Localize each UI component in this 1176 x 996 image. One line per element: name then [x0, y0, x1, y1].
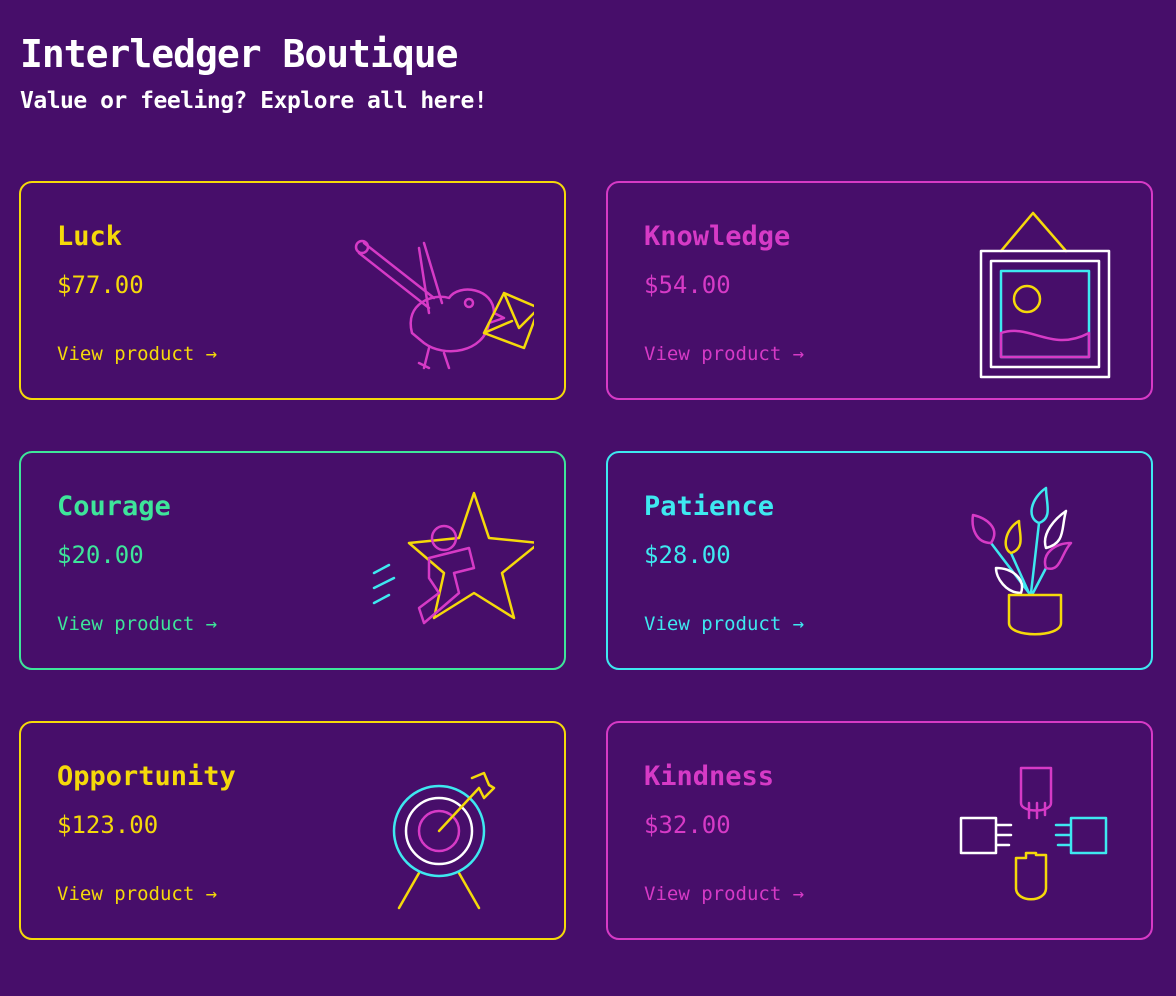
product-price: $123.00: [57, 811, 159, 839]
product-price: $20.00: [57, 541, 144, 569]
view-product-link[interactable]: View product →: [57, 883, 218, 905]
view-product-link[interactable]: View product →: [644, 343, 805, 365]
product-price: $77.00: [57, 271, 144, 299]
target-arrow-icon: [392, 771, 496, 910]
page-subtitle: Value or feeling? Explore all here!: [20, 88, 488, 114]
view-product-link[interactable]: View product →: [644, 883, 805, 905]
product-card-kindness[interactable]: Kindness $32.00 View product →: [606, 721, 1153, 940]
product-name: Courage: [57, 491, 171, 522]
running-star-icon: [372, 491, 534, 625]
product-name: Patience: [644, 491, 775, 522]
product-price: $54.00: [644, 271, 731, 299]
framed-picture-icon: [979, 211, 1111, 379]
joined-hands-icon: [959, 766, 1108, 901]
product-card-luck[interactable]: Luck $77.00 View product →: [19, 181, 566, 400]
product-card-opportunity[interactable]: Opportunity $123.00 View product →: [19, 721, 566, 940]
product-name: Opportunity: [57, 761, 236, 792]
product-card-courage[interactable]: Courage $20.00 View product →: [19, 451, 566, 670]
product-name: Kindness: [644, 761, 775, 792]
product-name: Knowledge: [644, 221, 791, 252]
view-product-link[interactable]: View product →: [57, 343, 218, 365]
product-price: $32.00: [644, 811, 731, 839]
potted-plant-icon: [971, 486, 1073, 636]
view-product-link[interactable]: View product →: [57, 613, 218, 635]
product-card-patience[interactable]: Patience $28.00 View product →: [606, 451, 1153, 670]
page-title: Interledger Boutique: [20, 32, 459, 76]
bird-with-envelope-icon: [354, 239, 534, 370]
product-price: $28.00: [644, 541, 731, 569]
product-card-knowledge[interactable]: Knowledge $54.00 View product →: [606, 181, 1153, 400]
product-name: Luck: [57, 221, 123, 252]
view-product-link[interactable]: View product →: [644, 613, 805, 635]
